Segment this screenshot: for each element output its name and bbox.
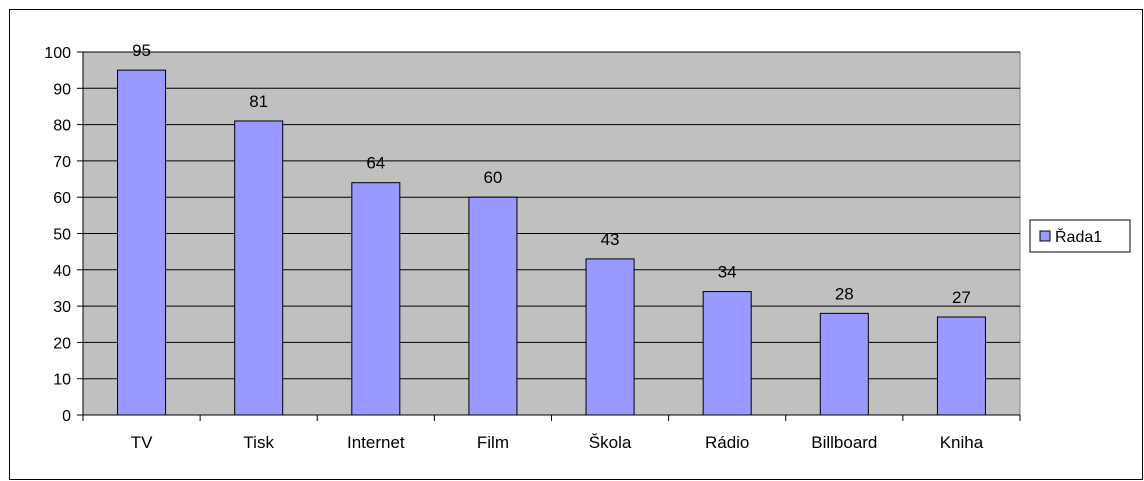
legend-label: Řada1 [1055,227,1102,246]
x-tick-label: Billboard [811,433,877,452]
data-label: 64 [366,154,385,173]
data-label: 27 [952,288,971,307]
data-label: 60 [483,168,502,187]
y-axis: 0 10 20 30 40 50 60 70 80 90 100 [44,45,84,425]
data-label: 43 [601,230,620,249]
x-tick-label: Rádio [705,433,749,452]
x-tick-label: Internet [347,433,405,452]
bar-billboard [819,312,869,416]
x-tick-label: TV [131,433,153,452]
y-tick-label: 90 [53,81,71,98]
y-tick-label: 60 [53,190,71,207]
data-labels: 95 81 64 60 43 34 28 27 [132,41,971,307]
y-tick-label: 0 [62,408,71,425]
data-label: 34 [718,263,737,282]
y-tick-label: 30 [53,299,71,316]
bar-film [468,196,518,416]
x-tick-label: Tisk [243,433,274,452]
x-axis: TV Tisk Internet Film Škola Rádio Billboard Kni… [82,414,1021,452]
data-label: 28 [835,284,854,303]
data-label: 81 [249,92,268,111]
bar-kniha [936,316,986,416]
bar-tv [117,69,167,416]
y-tick-label: 10 [53,372,71,389]
bar-škola [585,258,635,416]
y-tick-label: 40 [53,263,71,280]
y-tick-label: 20 [53,335,71,352]
y-tick-label: 50 [53,227,71,244]
x-tick-label: Kniha [940,433,984,452]
legend: Řada1 [1029,219,1131,253]
y-tick-label: 80 [53,118,71,135]
bars [117,69,986,416]
x-tick-label: Škola [589,433,632,452]
bar-tisk [234,120,284,416]
data-label: 95 [132,41,151,60]
bar-internet [351,182,401,416]
y-tick-label: 100 [44,45,71,62]
y-tick-label: 70 [53,154,71,171]
legend-swatch [1039,230,1051,242]
bar-rádio [702,291,752,416]
x-tick-label: Film [477,433,509,452]
